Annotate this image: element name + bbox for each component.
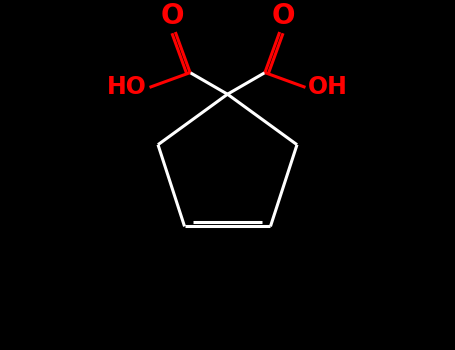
Text: OH: OH: [308, 75, 348, 99]
Text: O: O: [271, 2, 295, 30]
Text: HO: HO: [107, 75, 147, 99]
Text: O: O: [160, 2, 184, 30]
